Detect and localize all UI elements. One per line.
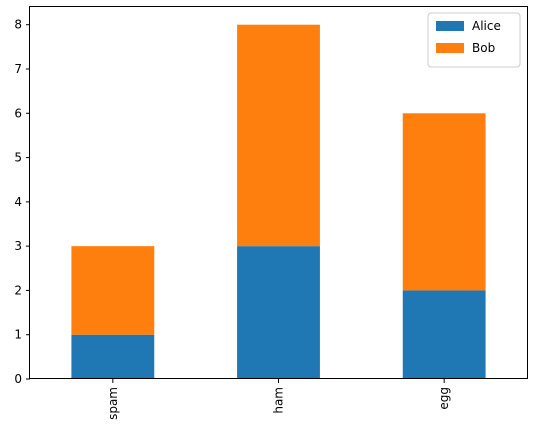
bars-layer <box>71 24 486 379</box>
legend-label-bob: Bob <box>472 41 495 55</box>
y-tick-label: 0 <box>14 372 22 386</box>
legend: Alice Bob <box>427 12 521 68</box>
y-tick-label: 2 <box>14 283 22 297</box>
y-tick-label: 7 <box>14 62 22 76</box>
plot-frame <box>29 6 528 379</box>
bar-egg-alice <box>402 290 486 379</box>
x-tick-label-egg: egg <box>437 387 451 410</box>
x-axis: spam ham egg <box>106 379 451 420</box>
y-tick-label: 5 <box>14 151 22 165</box>
y-tick-label: 6 <box>14 106 22 120</box>
y-tick-label: 1 <box>14 328 22 342</box>
y-tick-label: 3 <box>14 239 22 253</box>
y-tick-label: 4 <box>14 195 22 209</box>
bar-ham-alice <box>237 246 320 379</box>
bar-spam-bob <box>71 246 155 335</box>
bar-ham-bob <box>237 24 320 247</box>
bar-spam-alice <box>71 334 155 379</box>
bar-egg-bob <box>402 113 486 291</box>
legend-swatch-bob <box>436 43 464 53</box>
legend-swatch-alice <box>436 21 464 31</box>
x-tick-label-ham: ham <box>272 387 286 414</box>
x-tick-label-spam: spam <box>106 387 120 420</box>
legend-label-alice: Alice <box>472 19 501 33</box>
y-axis: 0 1 2 3 4 5 6 7 8 <box>14 18 30 386</box>
y-tick-label: 8 <box>14 18 22 32</box>
